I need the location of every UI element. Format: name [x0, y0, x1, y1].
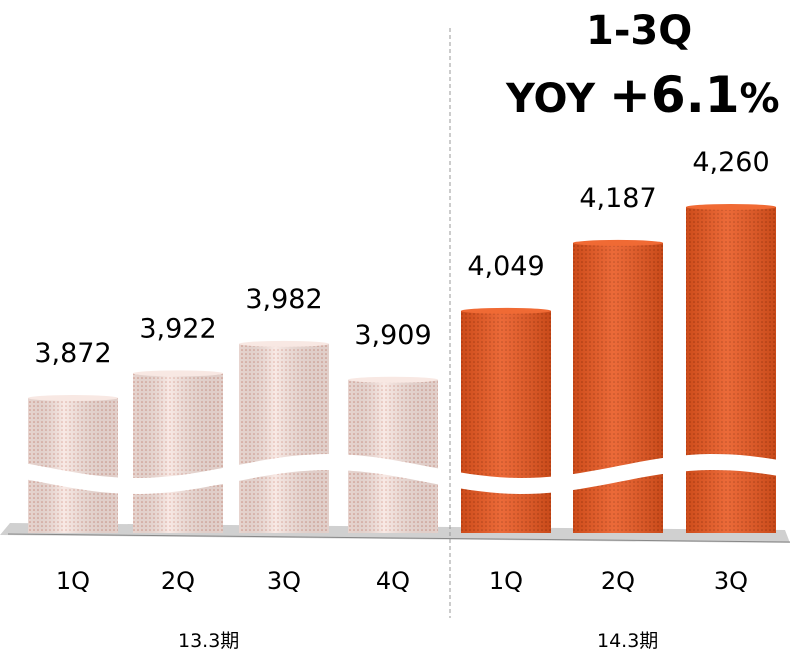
headline-yoy-value: +6.1 [609, 66, 740, 124]
fiscal-year-label-2: 14.3期 [597, 630, 659, 652]
bar-5 [461, 307, 551, 533]
value-label-1: 3,872 [34, 338, 111, 369]
bar-7 [686, 204, 776, 533]
value-label-7: 4,260 [692, 147, 769, 178]
value-labels-group: 3,872 3,922 3,982 3,909 4,049 4,187 4,260 [34, 147, 769, 369]
bar-2 [133, 370, 223, 533]
bar-4 [348, 376, 438, 533]
axis-break-wave [0, 454, 790, 494]
axis-break-band [0, 454, 790, 494]
headline-yoy: YOY +6.1% [506, 66, 780, 124]
value-label-6: 4,187 [579, 183, 656, 214]
bar-shade [461, 310, 551, 533]
category-label-6: 2Q [601, 567, 635, 595]
category-label-5: 1Q [489, 567, 523, 595]
value-label-3: 3,982 [245, 284, 322, 315]
bar-shade [133, 373, 223, 533]
headline-yoy-suffix: % [739, 76, 780, 122]
bar-3 [239, 340, 329, 533]
category-label-1: 1Q [56, 567, 90, 595]
category-label-2: 2Q [161, 567, 195, 595]
value-label-4: 3,909 [354, 320, 431, 351]
bar-cap [686, 204, 776, 210]
value-label-2: 3,922 [139, 313, 216, 344]
bar-6 [573, 239, 663, 534]
bar-shade [686, 207, 776, 533]
bar-cap [28, 395, 118, 401]
bar-shade [239, 343, 329, 533]
bar-cap [133, 370, 223, 377]
bars-group [28, 204, 776, 534]
fiscal-year-label-1: 13.3期 [178, 630, 240, 652]
category-label-7: 3Q [714, 567, 748, 595]
value-label-5: 4,049 [467, 251, 544, 282]
bar-cap [461, 307, 551, 314]
baseline [7, 533, 790, 543]
bar-cap [239, 340, 329, 347]
category-labels-group: 1Q 2Q 3Q 4Q 1Q 2Q 3Q [56, 567, 748, 595]
category-label-4: 4Q [376, 567, 410, 595]
bar-shade [28, 398, 118, 533]
bar-cap [573, 239, 663, 246]
headline-yoy-prefix: YOY [506, 76, 610, 122]
bar-1 [28, 395, 118, 533]
category-label-3: 3Q [267, 567, 301, 595]
headline-period: 1-3Q [586, 8, 693, 54]
bar-shade [573, 242, 663, 534]
bar-cap [348, 376, 438, 383]
